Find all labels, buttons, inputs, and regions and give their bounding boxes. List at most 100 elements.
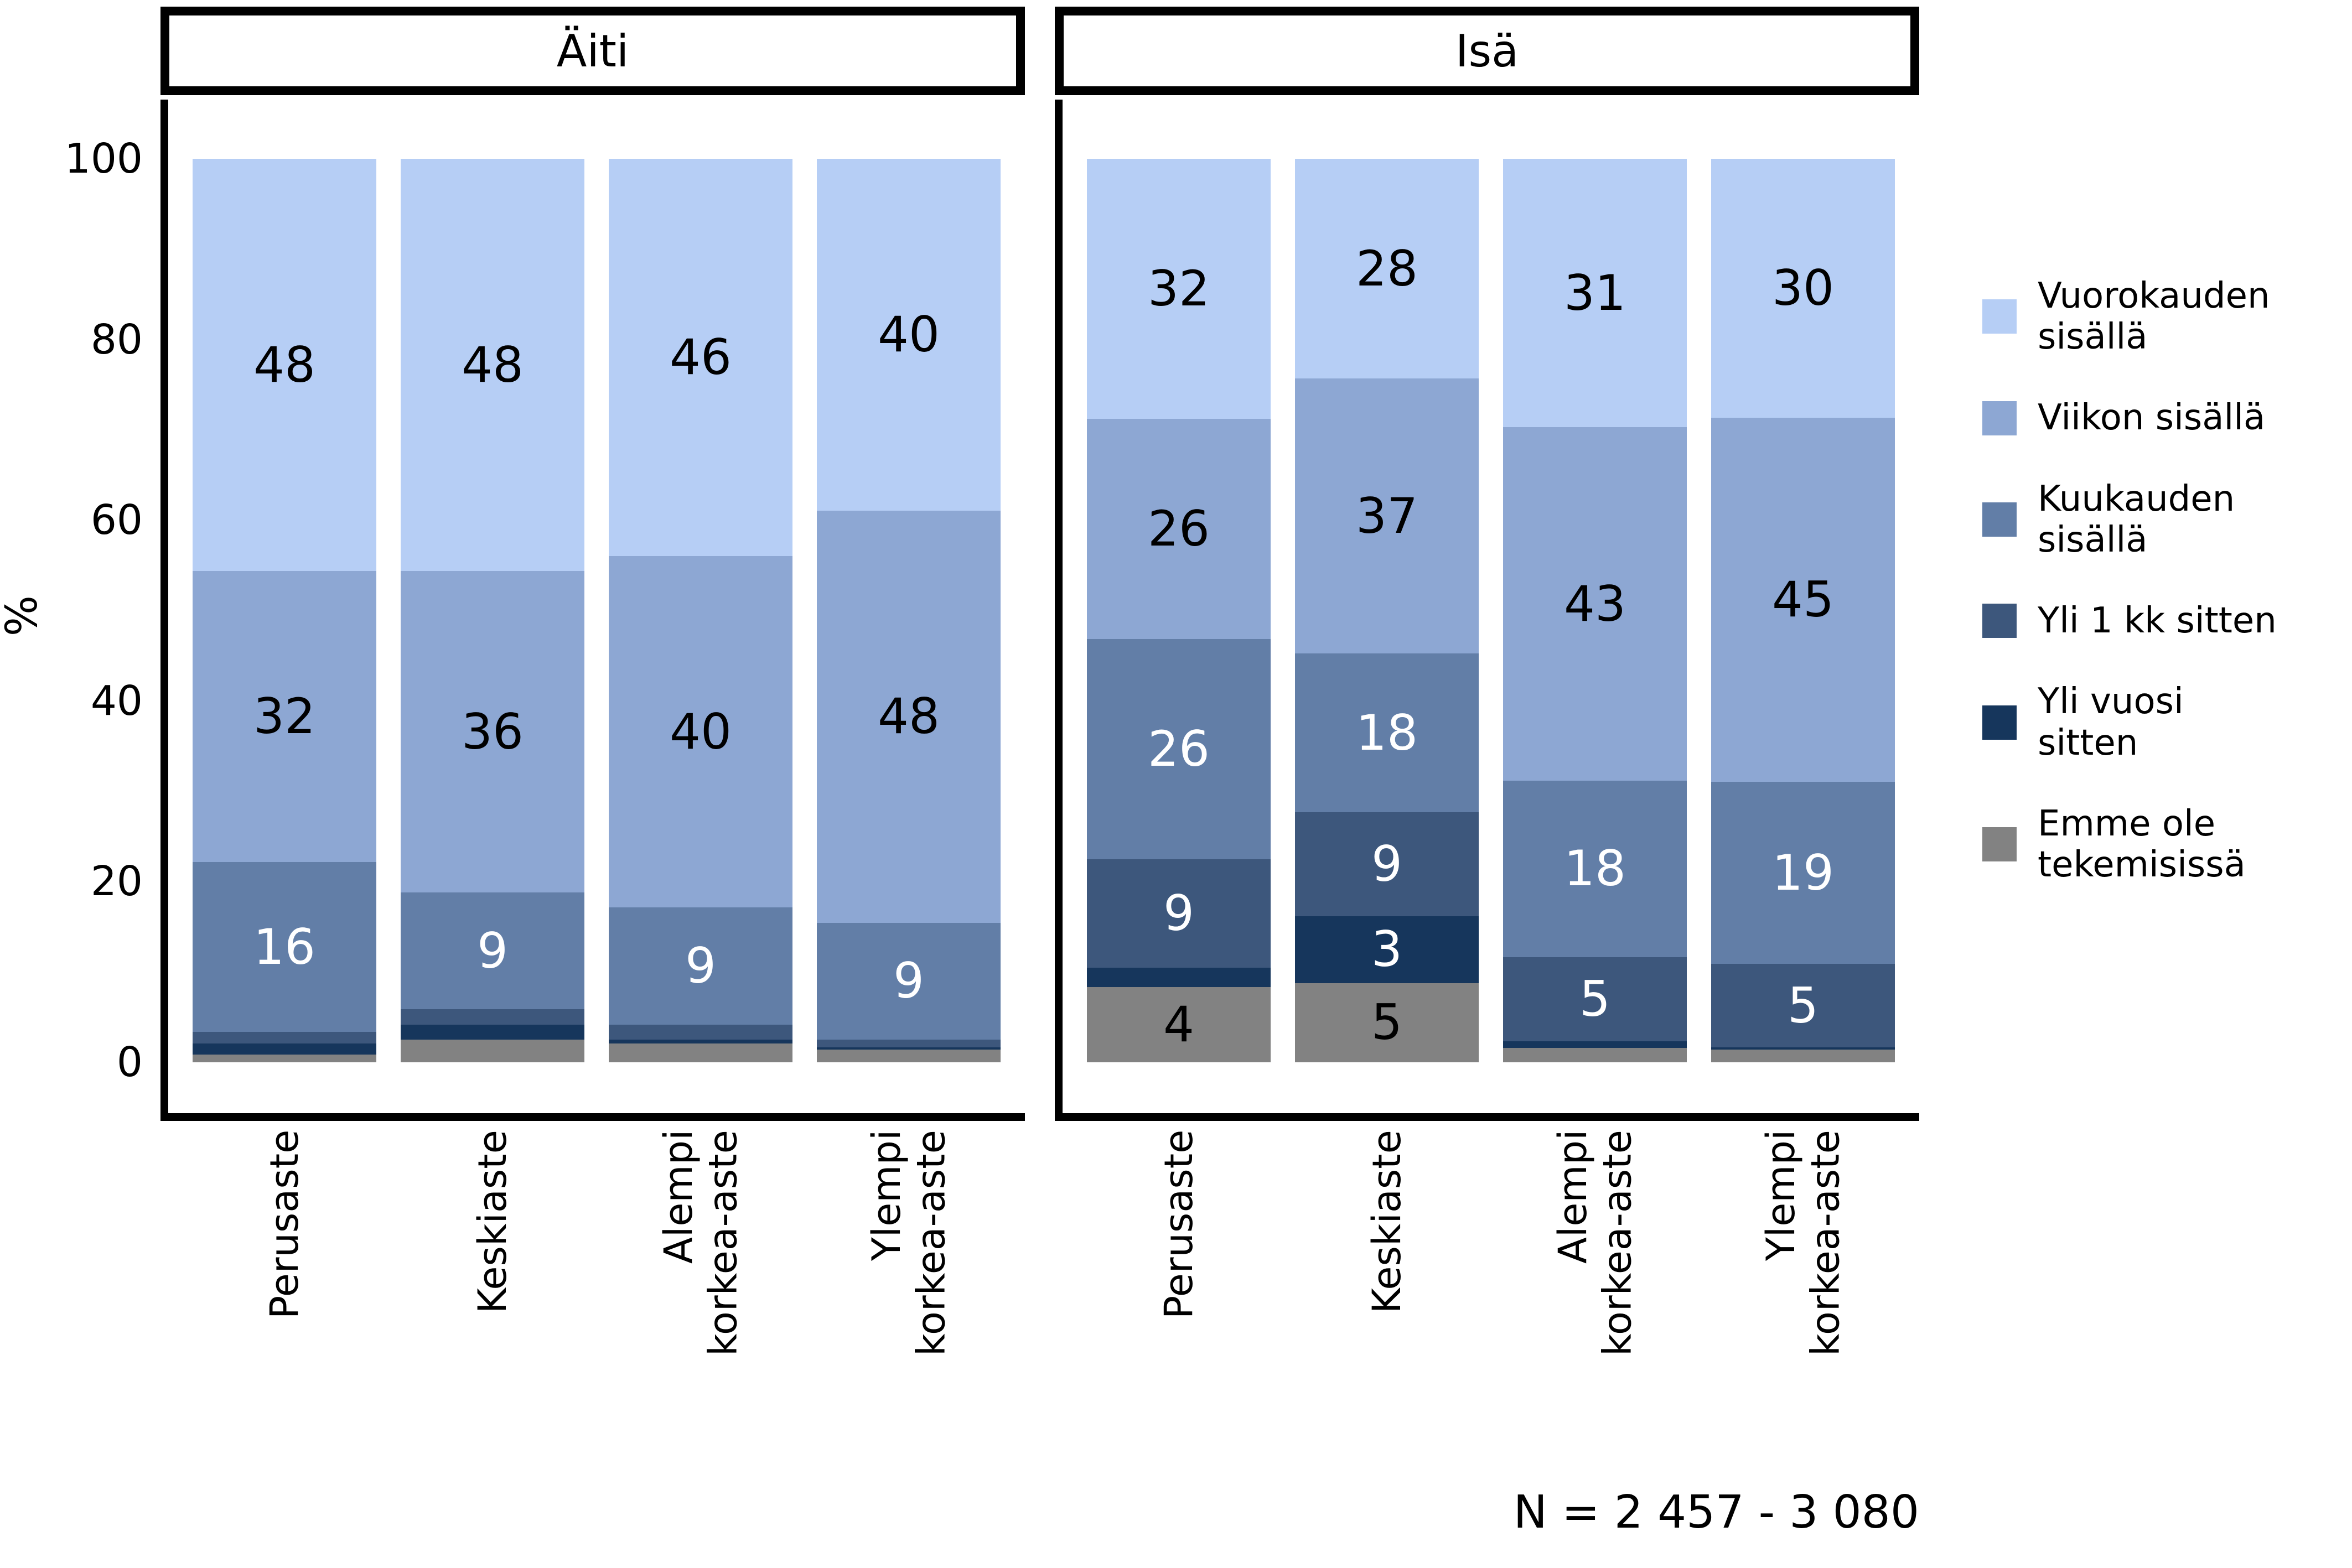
bar-segment-vuorokauden-sisalla: 48 [401,159,584,572]
x-axis-label-ylempi-korkea-aste: Ylempi korkea-aste [798,1130,1019,1451]
bar-segment-label: 9 [1163,884,1194,942]
bar-segment-label: 32 [1148,259,1210,317]
bar-segment-label: 28 [1356,240,1418,297]
bar-segment-label: 18 [1564,840,1626,897]
legend-item-viikon-sisalla: Viikon sisällä [1982,397,2277,438]
bar-segment-emme-ole-tekemisissa [817,1049,1001,1062]
bars-area: 48 32 16 48 36 9 46 40 9 40 48 9 [193,159,1001,1062]
bar-segment-label: 36 [462,703,524,760]
bar-segment-kuukauden-sisalla: 18 [1295,653,1479,813]
bar-segment-label: 26 [1148,500,1210,557]
bar-segment-label: 3 [1371,921,1402,978]
bar-segment-label: 48 [462,336,524,393]
x-axis-label-text: Ylempi korkea-aste [863,1130,954,1356]
legend-item-vuorokauden-sisalla: Vuorokauden sisällä [1982,276,2277,357]
bar-aiti-alempi-korkea-aste: 46 40 9 [609,159,792,1062]
x-axis-label-text: Alempi korkea-aste [655,1130,746,1356]
bar-segment-yli-vuosi-sitten [1711,1047,1895,1050]
facet-header-isa: Isä [1055,7,1919,95]
legend-swatch-vuorokauden-sisalla [1982,299,2017,334]
legend-label: Vuorokauden sisällä [2038,276,2270,358]
y-tick-label-100: 100 [64,135,143,183]
facet-header-aiti: Äiti [160,7,1025,95]
bar-segment-yli-vuosi-sitten [193,1043,376,1055]
bar-segment-yli-1-kk-sitten: 5 [1711,964,1895,1048]
legend-swatch-kuukauden-sisalla [1982,502,2017,537]
bar-segment-label: 9 [1371,835,1402,892]
x-axis-label-ylempi-korkea-aste: Ylempi korkea-aste [1692,1130,1914,1451]
bar-isa-perusaste: 32 26 26 9 4 [1087,159,1271,1063]
bar-segment-kuukauden-sisalla: 9 [401,892,584,1010]
bar-isa-alempi-korkea-aste: 31 43 18 5 [1503,159,1687,1062]
bar-segment-viikon-sisalla: 37 [1295,378,1479,654]
legend-label: Yli 1 kk sitten [2038,600,2277,642]
bar-segment-emme-ole-tekemisissa [1503,1048,1687,1062]
bar-segment-yli-1-kk-sitten [401,1009,584,1025]
bar-segment-viikon-sisalla: 32 [193,571,376,863]
bar-segment-vuorokauden-sisalla: 28 [1295,159,1479,379]
legend-item-yli-vuosi-sitten: Yli vuosi sitten [1982,681,2277,764]
bar-segment-label: 9 [477,922,508,979]
bar-segment-yli-1-kk-sitten [193,1032,376,1043]
x-axis-label-alempi-korkea-aste: Alempi korkea-aste [590,1130,811,1451]
bar-segment-emme-ole-tekemisissa: 4 [1087,987,1271,1063]
bar-segment-label: 31 [1564,264,1626,321]
facet-title: Äiti [556,25,629,77]
bar-segment-label: 48 [878,688,940,745]
x-axis-label-keskiaste: Keskiaste [382,1130,603,1451]
x-axis-label-perusaste: Perusaste [174,1130,395,1451]
bar-segment-yli-1-kk-sitten: 9 [1087,859,1271,968]
legend-item-kuukauden-sisalla: Kuukauden sisällä [1982,479,2277,560]
bar-segment-viikon-sisalla: 43 [1503,427,1687,781]
sample-size-note: N = 2 457 - 3 080 [1513,1486,1919,1539]
bar-segment-kuukauden-sisalla: 16 [193,862,376,1032]
x-axis-label-text: Keskiaste [1364,1130,1410,1313]
bars-area: 32 26 26 9 4 28 37 18 9 3 5 31 43 18 5 30 45 19 5 [1087,159,1895,1063]
bar-segment-label: 32 [253,688,315,745]
bar-isa-keskiaste: 28 37 18 9 3 5 [1295,159,1479,1063]
x-axis-label-text: Ylempi korkea-aste [1758,1130,1848,1356]
bar-segment-kuukauden-sisalla: 18 [1503,780,1687,957]
bar-segment-vuorokauden-sisalla: 46 [609,159,792,556]
bar-segment-kuukauden-sisalla: 26 [1087,638,1271,860]
bar-segment-emme-ole-tekemisissa [193,1055,376,1062]
bar-segment-yli-vuosi-sitten [401,1024,584,1040]
bar-segment-emme-ole-tekemisissa: 5 [1295,983,1479,1063]
facet-panel-aiti: 48 32 16 48 36 9 46 40 9 40 48 9 [160,100,1025,1121]
bar-segment-kuukauden-sisalla: 9 [609,907,792,1025]
bar-segment-kuukauden-sisalla: 9 [817,922,1001,1040]
bar-segment-label: 46 [670,328,732,386]
legend-swatch-viikon-sisalla [1982,401,2017,435]
bar-segment-vuorokauden-sisalla: 31 [1503,159,1687,428]
bar-segment-label: 5 [1788,977,1819,1034]
bar-segment-vuorokauden-sisalla: 48 [193,159,376,572]
bar-segment-label: 43 [1564,575,1626,632]
bar-segment-yli-vuosi-sitten [1503,1041,1687,1048]
bar-segment-vuorokauden-sisalla: 40 [817,159,1001,511]
bar-segment-label: 18 [1356,704,1418,761]
x-axis-label-text: Alempi korkea-aste [1550,1130,1640,1356]
bar-segment-label: 16 [253,918,315,975]
bar-segment-yli-1-kk-sitten [609,1024,792,1040]
y-tick-label-0: 0 [116,1039,143,1086]
bar-segment-viikon-sisalla: 40 [609,555,792,908]
bar-segment-label: 40 [670,703,732,760]
bar-segment-viikon-sisalla: 26 [1087,418,1271,639]
bar-segment-label: 19 [1772,844,1834,901]
legend: Vuorokauden sisällä Viikon sisällä Kuukaud… [1982,276,2277,885]
bar-segment-label: 45 [1772,571,1834,629]
bar-segment-yli-vuosi-sitten [609,1039,792,1043]
bar-isa-ylempi-korkea-aste: 30 45 19 5 [1711,159,1895,1062]
bar-segment-yli-1-kk-sitten: 5 [1503,957,1687,1041]
bar-segment-label: 40 [878,305,940,363]
bar-segment-label: 9 [685,937,716,994]
bar-segment-viikon-sisalla: 48 [817,510,1001,923]
legend-label: Yli vuosi sitten [2038,681,2184,764]
bar-segment-emme-ole-tekemisissa [1711,1050,1895,1062]
legend-swatch-emme-ole-tekemisissa [1982,827,2017,862]
x-axis-label-text: Perusaste [261,1130,307,1320]
x-axis-label-text: Perusaste [1156,1130,1201,1320]
bar-segment-label: 4 [1163,996,1194,1053]
legend-label: Viikon sisällä [2038,397,2266,439]
